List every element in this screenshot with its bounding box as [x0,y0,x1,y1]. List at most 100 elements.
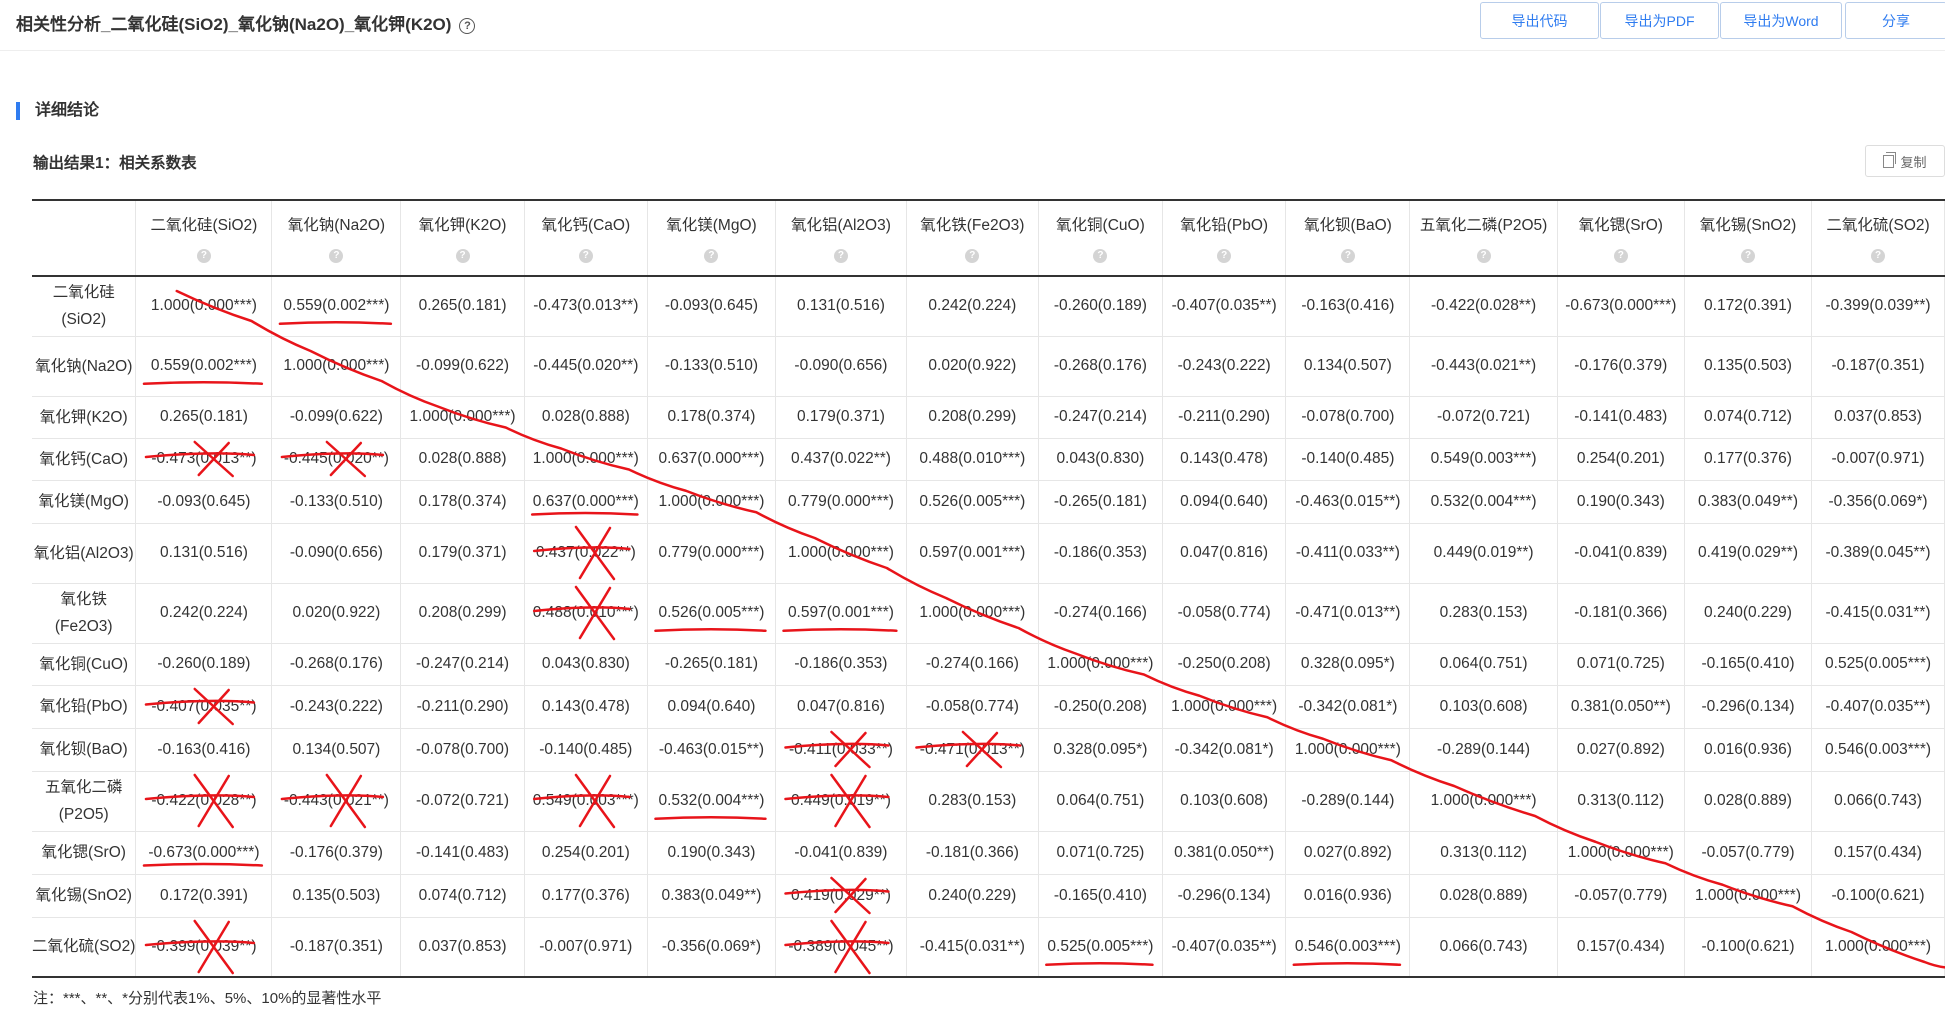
table-cell: 0.177(0.376) [524,874,648,918]
table-cell: -0.289(0.144) [1409,728,1558,772]
table-cell: -0.072(0.721) [400,771,525,832]
corner-header [32,199,137,277]
table-cell: 0.143(0.478) [1162,438,1287,481]
table-cell: 0.134(0.507) [1285,336,1411,397]
table-row: 氧化钾(K2O) 0.265(0.181) -0.099(0.622) 1.000(0… [32,396,1945,439]
table-cell: 1.000(0.000***) [1162,685,1287,729]
question-icon[interactable]: ? [1613,249,1628,263]
table-cell: 1.000(0.000***) [271,336,402,397]
table-cell: 0.157(0.434) [1811,831,1945,875]
column-header: 氧化镁(MgO)? [647,199,776,277]
table-cell: 0.532(0.004***) [647,771,776,832]
column-header: 氧化钙(CaO)? [524,199,648,277]
table-cell: 0.037(0.853) [1811,396,1945,439]
question-icon[interactable]: ? [1741,249,1755,263]
question-icon[interactable]: ? [196,249,211,263]
table-cell: 0.240(0.229) [1684,583,1813,644]
export-pdf-button[interactable]: 导出为PDF [1600,2,1719,39]
table-cell: 0.190(0.343) [1557,480,1685,524]
table-cell: 0.208(0.299) [400,583,525,644]
table-cell: -0.422(0.028**) [135,771,273,832]
copy-button[interactable]: 复制 [1865,145,1945,177]
export-word-button[interactable]: 导出为Word [1720,2,1842,39]
column-header-label: 氧化铅(PbO) [1180,217,1269,234]
table-cell: 0.094(0.640) [647,685,776,729]
question-icon[interactable]: ? [1871,249,1886,263]
table-cell: -0.260(0.189) [135,643,273,686]
table-cell: -0.072(0.721) [1409,396,1558,439]
table-cell: 0.178(0.374) [647,396,776,439]
column-header-label: 氧化铁(Fe2O3) [920,217,1025,234]
table-row: 五氧化二磷(P2O5) -0.422(0.028**) -0.443(0.021**… [32,771,1945,832]
table-cell: -0.411(0.033**) [775,728,907,772]
table-cell: -0.057(0.779) [1684,831,1813,875]
table-cell: -0.471(0.013**) [1285,583,1411,644]
table-cell: 0.064(0.751) [1409,643,1558,686]
question-icon[interactable]: ? [578,249,593,263]
table-cell: 0.074(0.712) [1684,396,1813,439]
question-icon[interactable]: ? [455,249,470,263]
question-icon[interactable]: ? [1217,249,1232,263]
column-header-label: 氧化铜(CuO) [1056,217,1145,234]
table-cell: -0.415(0.031**) [906,917,1039,978]
question-icon[interactable]: ? [329,249,344,263]
table-cell: -0.399(0.039**) [1811,276,1945,337]
table-cell: 0.381(0.050**) [1162,831,1287,875]
table-cell: -0.041(0.839) [1557,523,1685,584]
table-cell: 0.020(0.922) [906,336,1039,397]
table-cell: 0.037(0.853) [400,917,525,978]
page-title: 相关性分析_二氧化硅(SiO2)_氧化钠(Na2O)_氧化钾(K2O)? [16,10,476,35]
table-cell: -0.165(0.410) [1684,643,1813,686]
column-header-label: 氧化锶(SrO) [1578,217,1663,234]
table-cell: 0.066(0.743) [1811,771,1945,832]
table-cell: -0.463(0.015**) [1285,480,1411,524]
help-icon[interactable]: ? [459,18,476,34]
share-button[interactable]: 分享 [1845,2,1945,39]
table-row: 氧化钡(BaO) -0.163(0.416) 0.134(0.507) -0.078(… [32,728,1945,772]
table-cell: -0.090(0.656) [271,523,402,584]
table-cell: 0.157(0.434) [1557,917,1685,978]
table-cell: -0.133(0.510) [647,336,776,397]
table-cell: -0.407(0.035**) [1811,685,1945,729]
table-cell: 1.000(0.000***) [1684,874,1813,918]
table-cell: -0.181(0.366) [1557,583,1685,644]
table-cell: 0.020(0.922) [271,583,402,644]
table-cell: -0.296(0.134) [1684,685,1813,729]
table-cell: -0.141(0.483) [400,831,525,875]
table-row: 氧化铅(PbO) -0.407(0.035**) -0.243(0.222) -0.2… [32,685,1945,729]
table-cell: 0.074(0.712) [400,874,525,918]
table-cell: 0.597(0.001***) [775,583,907,644]
table-cell: 0.047(0.816) [775,685,907,729]
table-cell: -0.407(0.035**) [135,685,273,729]
table-cell: 0.637(0.000***) [524,480,648,524]
column-header: 五氧化二磷(P2O5)? [1409,199,1558,277]
table-cell: -0.463(0.015**) [647,728,776,772]
table-cell: -0.186(0.353) [1038,523,1164,584]
table-cell: -0.176(0.379) [271,831,402,875]
table-cell: -0.415(0.031**) [1811,583,1945,644]
table-cell: -0.296(0.134) [1162,874,1287,918]
table-cell: -0.187(0.351) [1811,336,1945,397]
column-header: 氧化钡(BaO)? [1285,199,1411,277]
table-cell: 1.000(0.000***) [135,276,273,337]
column-header: 氧化锶(SrO)? [1557,199,1685,277]
table-cell: 0.178(0.374) [400,480,525,524]
table-cell: -0.187(0.351) [271,917,402,978]
question-icon[interactable]: ? [1340,249,1355,263]
question-icon[interactable]: ? [704,249,719,263]
export-code-button[interactable]: 导出代码 [1480,2,1599,39]
table-cell: 0.637(0.000***) [647,438,776,481]
significance-note: 注：***、**、*分别代表1%、5%、10%的显著性水平 [33,990,382,1007]
question-icon[interactable]: ? [965,249,980,263]
question-icon[interactable]: ? [1093,249,1108,263]
table-row: 氧化铁(Fe2O3) 0.242(0.224) 0.020(0.922) 0.208(… [32,583,1945,644]
table-cell: -0.342(0.081*) [1285,685,1411,729]
table-cell: -0.058(0.774) [906,685,1039,729]
table-cell: 1.000(0.000***) [400,396,525,439]
table-cell: 0.131(0.516) [135,523,273,584]
question-icon[interactable]: ? [833,249,848,263]
question-icon[interactable]: ? [1476,249,1491,263]
table-cell: -0.268(0.176) [271,643,402,686]
table-cell: 0.437(0.022**) [524,523,648,584]
table-cell: 0.526(0.005***) [906,480,1039,524]
